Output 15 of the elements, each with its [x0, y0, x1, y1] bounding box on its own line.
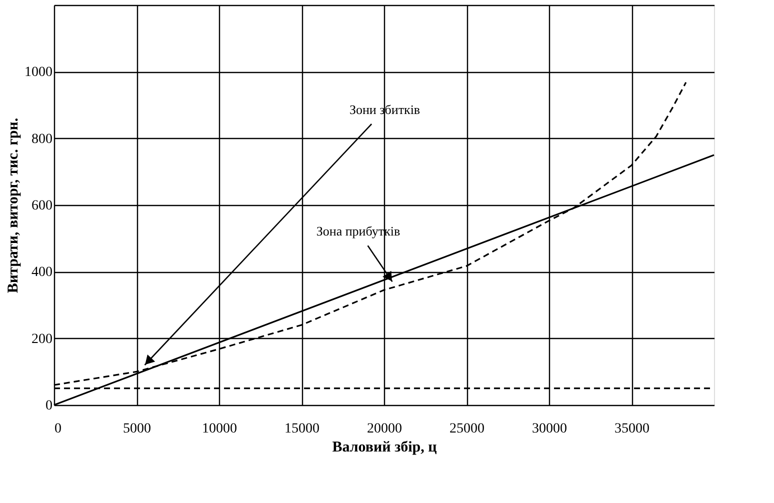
y-tick-label: 200 — [32, 332, 52, 347]
x-tick-label: 20000 — [367, 422, 402, 436]
x-tick-label: 10000 — [202, 422, 237, 436]
x-tick-label: 30000 — [532, 422, 567, 436]
x-tick-label: 15000 — [284, 422, 320, 436]
y-tick-label: 600 — [32, 198, 52, 214]
x-axis-title: Валовий збір, ц — [332, 440, 438, 456]
y-axis-title: Витрати, виторг, тис. грн. — [6, 118, 22, 294]
x-tick-label: 35000 — [614, 422, 650, 436]
x-tick-label: 25000 — [450, 422, 484, 436]
y-tick-label: 1000 — [24, 65, 52, 80]
x-tick-label: 5000 — [123, 422, 151, 436]
y-tick-label: 800 — [32, 132, 52, 147]
y-tick-label: 400 — [32, 265, 52, 280]
y-tick-label: 0 — [46, 398, 52, 414]
